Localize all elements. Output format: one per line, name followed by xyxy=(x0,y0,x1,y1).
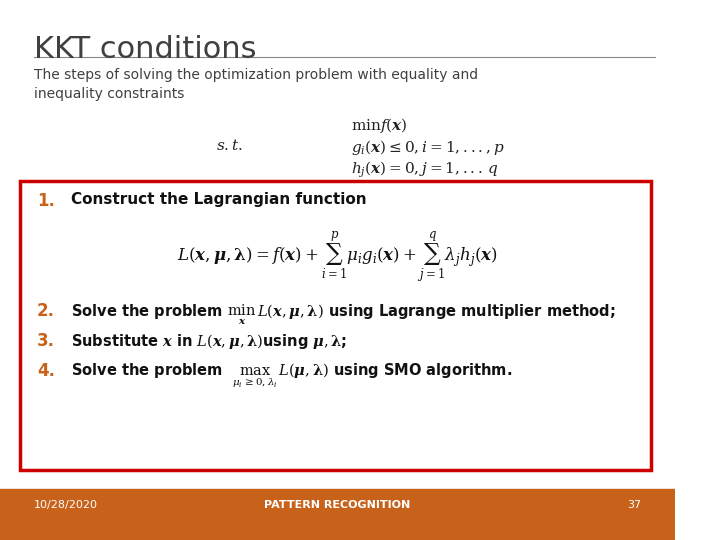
Text: KKT conditions: KKT conditions xyxy=(34,35,256,64)
Text: 4.: 4. xyxy=(37,362,55,380)
Text: Solve the problem $\min_{\boldsymbol{x}}\, L(\boldsymbol{x}, \boldsymbol{\mu}, \: Solve the problem $\min_{\boldsymbol{x}}… xyxy=(71,302,616,327)
Text: Solve the problem  $\max_{\mu_i \geq 0, \lambda_i}\, L(\boldsymbol{\mu}, \boldsy: Solve the problem $\max_{\mu_i \geq 0, \… xyxy=(71,362,512,390)
Text: Substitute $\boldsymbol{x}$ in $L(\boldsymbol{x}, \boldsymbol{\mu}, \boldsymbol{: Substitute $\boldsymbol{x}$ in $L(\bolds… xyxy=(71,332,347,351)
Text: $\min f(\boldsymbol{x})$: $\min f(\boldsymbol{x})$ xyxy=(351,116,408,135)
Text: 10/28/2020: 10/28/2020 xyxy=(34,500,98,510)
Text: $L(\boldsymbol{x}, \boldsymbol{\mu}, \boldsymbol{\lambda}) = f(\boldsymbol{x}) +: $L(\boldsymbol{x}, \boldsymbol{\mu}, \bo… xyxy=(177,230,498,285)
Text: Construct the Lagrangian function: Construct the Lagrangian function xyxy=(71,192,366,207)
Bar xyxy=(0,489,675,540)
Text: 1.: 1. xyxy=(37,192,55,210)
Text: $h_j(\boldsymbol{x}) = 0, j = 1,...\,q$: $h_j(\boldsymbol{x}) = 0, j = 1,...\,q$ xyxy=(351,159,499,180)
Text: 3.: 3. xyxy=(37,332,55,350)
Text: $s.t.$: $s.t.$ xyxy=(216,138,243,153)
Text: The steps of solving the optimization problem with equality and
inequality const: The steps of solving the optimization pr… xyxy=(34,68,478,101)
Text: 37: 37 xyxy=(627,500,642,510)
Text: 2.: 2. xyxy=(37,302,55,320)
FancyBboxPatch shape xyxy=(20,181,652,470)
Text: $g_i(\boldsymbol{x}) \leq 0, i = 1,...,p$: $g_i(\boldsymbol{x}) \leq 0, i = 1,...,p… xyxy=(351,138,505,157)
Text: PATTERN RECOGNITION: PATTERN RECOGNITION xyxy=(264,500,410,510)
